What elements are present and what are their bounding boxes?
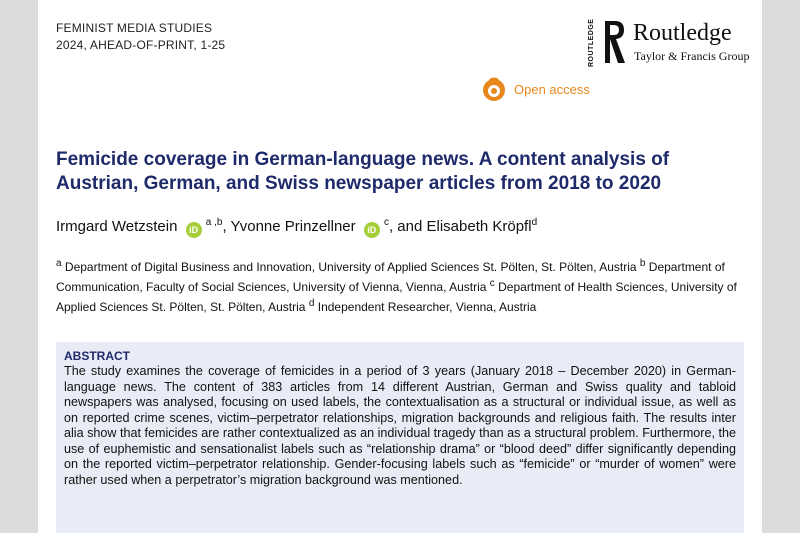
- author-separator: ,: [222, 218, 231, 235]
- article-page: FEMINIST MEDIA STUDIES 2024, AHEAD-OF-PR…: [38, 0, 762, 533]
- article-title: Femicide coverage in German-language new…: [56, 149, 670, 194]
- author-name[interactable]: Yvonne Prinzellner: [230, 218, 356, 235]
- journal-info: FEMINIST MEDIA STUDIES 2024, AHEAD-OF-PR…: [56, 20, 225, 54]
- open-access-lock-icon: [483, 77, 505, 101]
- author-affiliation-mark: c: [383, 217, 389, 228]
- affiliation-mark: b: [639, 258, 646, 269]
- abstract-text: The study examines the coverage of femic…: [64, 364, 737, 487]
- affiliation-text: Department of Communication, Faculty of …: [56, 260, 725, 294]
- author-separator: , and: [388, 218, 427, 235]
- affiliation-mark: a: [56, 258, 62, 269]
- affiliation-mark: c: [489, 278, 495, 289]
- author-affiliation-mark: d: [531, 217, 538, 228]
- publisher-vertical-text: ROUTLEDGE: [588, 18, 595, 68]
- open-access-label: Open access: [514, 82, 590, 97]
- author-affiliation-mark: a ,b: [205, 217, 223, 228]
- affiliations: a Department of Digital Business and Inn…: [56, 257, 746, 317]
- publisher-subtitle: Taylor & Francis Group: [634, 49, 750, 63]
- author-name[interactable]: Elisabeth Kröpfl: [426, 218, 532, 235]
- publisher-name: Routledge: [633, 20, 732, 46]
- orcid-icon[interactable]: iD: [185, 222, 202, 238]
- author-list: Irmgard Wetzstein iD a ,b, Yvonne Prinze…: [56, 216, 746, 238]
- author-name[interactable]: Irmgard Wetzstein: [56, 218, 178, 235]
- journal-issue: 2024, AHEAD-OF-PRINT, 1-25: [56, 38, 226, 52]
- abstract-heading: ABSTRACT: [64, 349, 130, 363]
- journal-name[interactable]: FEMINIST MEDIA STUDIES: [56, 21, 213, 35]
- affiliation-text: Department of Digital Business and Innov…: [64, 260, 637, 274]
- affiliation-text: Independent Researcher, Vienna, Austria: [317, 300, 537, 314]
- routledge-mark-icon: [605, 21, 625, 63]
- publisher-logo[interactable]: ROUTLEDGE Routledge Taylor & Francis Gro…: [588, 18, 758, 68]
- orcid-icon[interactable]: iD: [363, 222, 380, 238]
- affiliation-mark: d: [308, 298, 315, 309]
- affiliation-text: Department of Health Sciences, Universit…: [56, 280, 737, 314]
- abstract-box: ABSTRACT The study examines the coverage…: [56, 342, 744, 533]
